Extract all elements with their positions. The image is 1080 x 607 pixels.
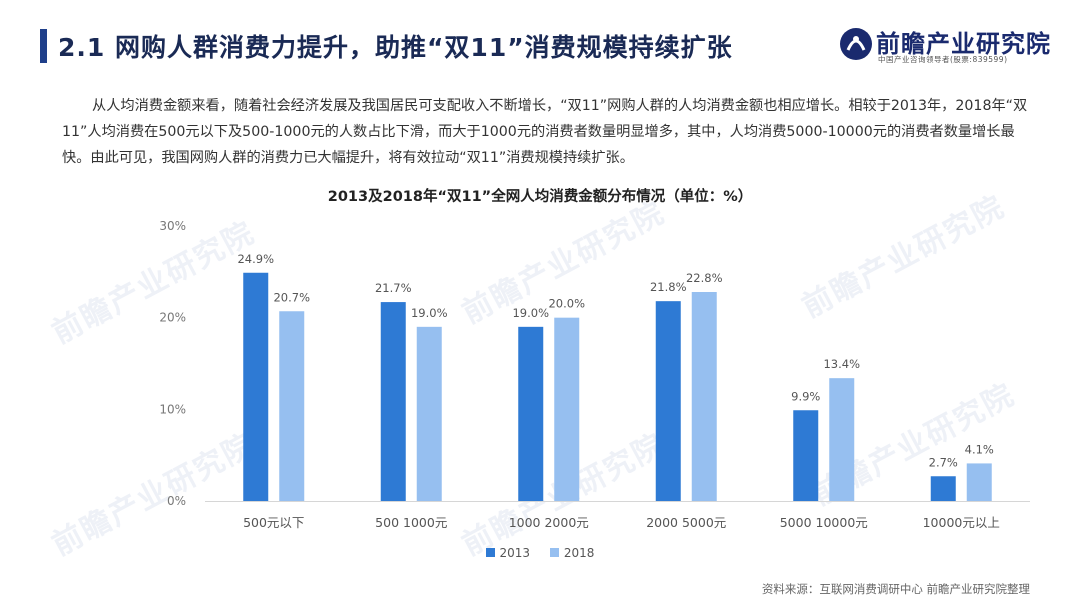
data-label-2018-5: 4.1%: [965, 442, 994, 456]
y-axis: 0% 10% 20% 30%: [159, 219, 186, 508]
bar-2013-2: [518, 326, 544, 501]
bar-2018-2: [554, 317, 580, 501]
bar-2018-0: [279, 311, 305, 501]
x-tick-label: 10000元以上: [923, 515, 1000, 530]
bar-2018-1: [416, 326, 442, 501]
data-label-2018-2: 20.0%: [548, 297, 585, 311]
data-label-2013-0: 24.9%: [237, 252, 274, 266]
bar-2013-0: [243, 272, 269, 501]
legend-item-2013: 2013: [485, 546, 531, 560]
x-tick-label: 5000 10000元: [780, 515, 868, 530]
y-tick-label: 20%: [159, 311, 186, 325]
bar-2013-4: [793, 410, 819, 501]
data-label-2013-5: 2.7%: [929, 455, 958, 469]
bar-2018-3: [691, 292, 717, 501]
legend-swatch-2013: [485, 548, 495, 557]
source-note: 资料来源：互联网消费调研中心 前瞻产业研究院整理: [761, 582, 1030, 596]
legend-label-2018: 2018: [563, 546, 595, 560]
logo-mark-icon: [840, 28, 872, 60]
x-tick-label: 500 1000元: [375, 515, 447, 530]
bar-2013-1: [380, 302, 406, 501]
data-label-2018-4: 13.4%: [823, 357, 860, 371]
chart-title: 2013及2018年“双11”全网人均消费金额分布情况（单位：%）: [327, 189, 753, 205]
bars-group: [243, 272, 992, 501]
data-labels-group: 24.9%20.7%21.7%19.0% 19.0%20.0%21.8%22.8%…: [237, 252, 993, 470]
x-tick-label: 2000 5000元: [646, 515, 726, 530]
data-label-2018-1: 19.0%: [411, 306, 448, 320]
bar-2013-3: [655, 301, 681, 501]
slide-header: 2.1 网购人群消费力提升，助推“双11”消费规模持续扩张 前瞻产业研究院 中国…: [0, 0, 1080, 80]
y-tick-label: 10%: [159, 402, 186, 416]
data-label-2013-2: 19.0%: [512, 306, 549, 320]
x-axis: 500元以下 500 1000元 1000 2000元 2000 5000元 5000 …: [243, 515, 1000, 530]
legend-swatch-2018: [549, 548, 559, 557]
logo-subtitle: 中国产业咨询领导者(股票:839599): [878, 55, 1008, 64]
company-logo: 前瞻产业研究院 中国产业咨询领导者(股票:839599): [838, 24, 1051, 68]
data-label-2013-3: 21.8%: [650, 280, 687, 294]
legend-item-2018: 2018: [549, 546, 595, 560]
title-accent-bar: [40, 29, 47, 63]
bar-2018-5: [966, 463, 992, 501]
bar-chart: 0%10%20%30% 24.9%20.7%21.7%19.0% 19.0%20.…: [159, 219, 1030, 530]
legend-label-2013: 2013: [499, 546, 531, 560]
data-label-2013-4: 9.9%: [791, 389, 820, 403]
bar-2018-4: [829, 378, 855, 501]
y-tick-label: 30%: [159, 219, 186, 233]
data-label-2018-3: 22.8%: [686, 271, 723, 285]
chart-legend: 2013 2018: [0, 546, 1080, 560]
x-tick-label: 500元以下: [243, 515, 304, 530]
y-tick-label: 0%: [167, 494, 186, 508]
intro-paragraph: 从人均消费金额来看，随着社会经济发展及我国居民可支配收入不断增长，“双11”网购…: [62, 98, 1028, 166]
bar-2013-5: [930, 476, 956, 501]
data-label-2013-1: 21.7%: [375, 281, 412, 295]
logo-name: 前瞻产业研究院: [876, 30, 1051, 58]
slide-title: 2.1 网购人群消费力提升，助推“双11”消费规模持续扩张: [58, 33, 733, 62]
x-tick-label: 1000 2000元: [509, 515, 589, 530]
data-label-2018-0: 20.7%: [273, 290, 310, 304]
